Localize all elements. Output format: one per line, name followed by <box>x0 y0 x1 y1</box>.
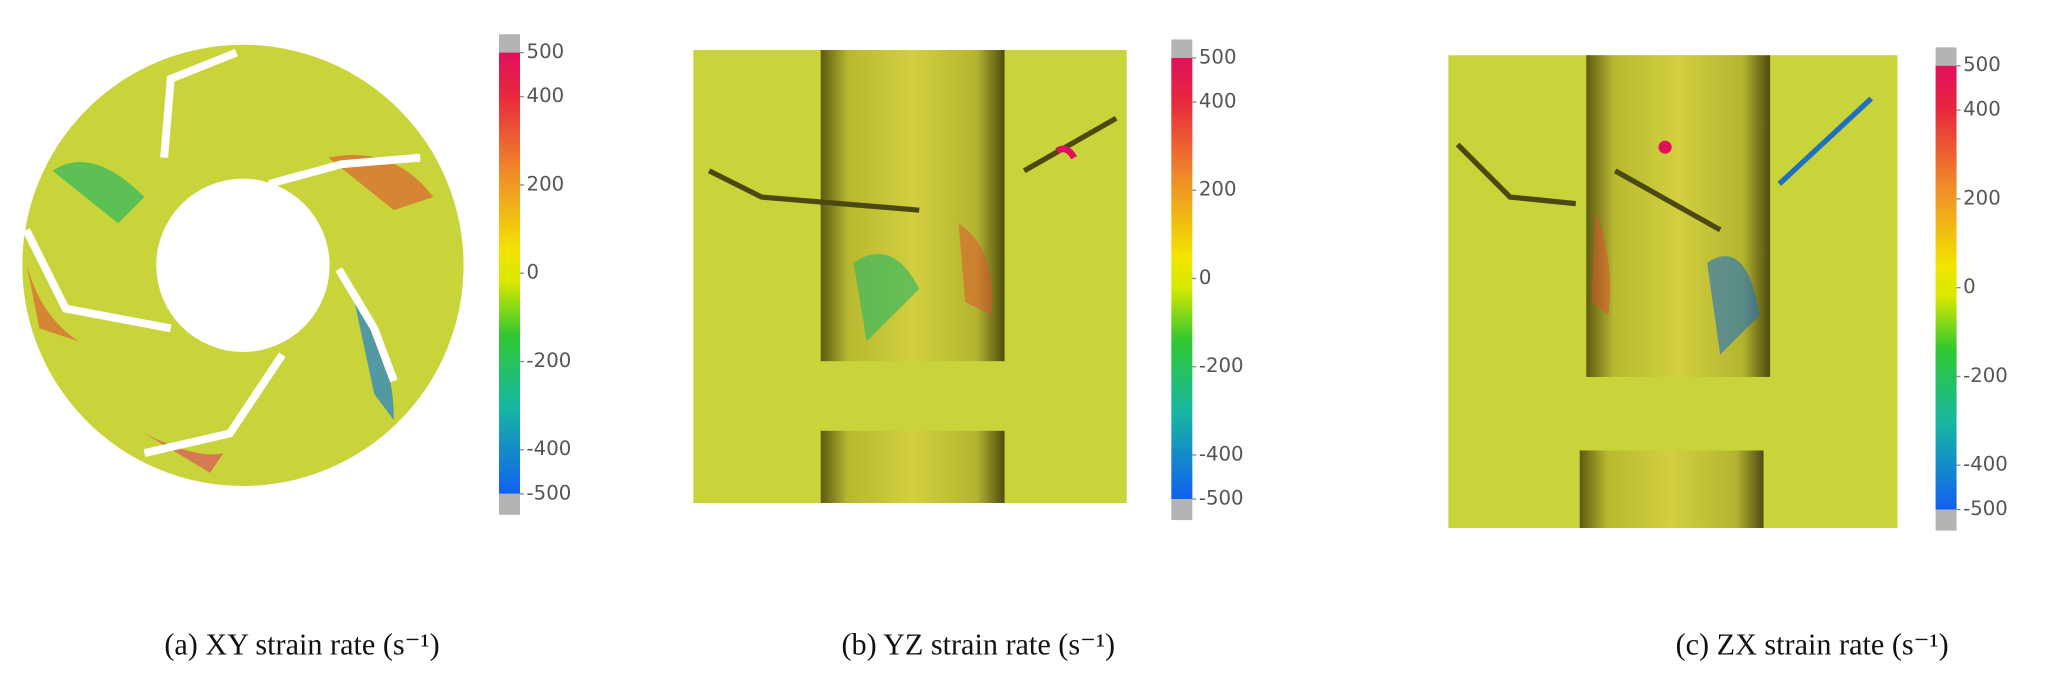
colorbar-tick-label: 0 <box>1963 275 1976 298</box>
colorbar-tick-label: -200 <box>527 349 572 372</box>
colorbar-cap <box>1935 47 1957 66</box>
caption: (c) ZX strain rate (s⁻¹) <box>1676 627 1949 661</box>
caption: (a) XY strain rate (s⁻¹) <box>164 627 439 661</box>
colorbar-tick-label: -500 <box>1199 487 1244 510</box>
colorbar-tick-label: 0 <box>1199 266 1212 289</box>
colorbar-tick-label: 200 <box>527 172 565 195</box>
colorbar <box>1935 65 1957 510</box>
colorbar-cap <box>1935 509 1957 531</box>
colorbar-tick-label: -400 <box>1199 442 1244 465</box>
colorbar-tick-label: 500 <box>527 40 565 63</box>
colorbar-tick-label: 0 <box>527 261 540 284</box>
colorbar <box>1171 57 1193 500</box>
colorbar-tick-label: 200 <box>1963 186 2001 209</box>
colorbar-tick-label: -200 <box>1963 364 2008 387</box>
colorbar-cap <box>1171 499 1193 521</box>
colorbar-cap <box>1171 39 1193 58</box>
colorbar-cap <box>498 493 521 515</box>
section-yz <box>693 49 1127 504</box>
colorbar-tick-label: -500 <box>1963 497 2008 520</box>
colorbar-cap <box>498 34 521 53</box>
colorbar-tick-label: 500 <box>1199 45 1237 68</box>
colorbar-tick-label: 400 <box>527 84 565 107</box>
impeller-xy <box>22 44 464 486</box>
caption: (b) YZ strain rate (s⁻¹) <box>841 627 1115 661</box>
colorbar-tick-label: 200 <box>1199 178 1237 201</box>
colorbar-tick-label: -400 <box>1963 453 2008 476</box>
colorbar-tick-label: -400 <box>527 437 572 460</box>
colorbar-tick-label: 500 <box>1963 53 2001 76</box>
colorbar <box>498 52 521 494</box>
section-zx <box>1448 55 1898 528</box>
colorbar-tick-label: 400 <box>1199 89 1237 112</box>
colorbar-tick-label: 400 <box>1963 98 2001 121</box>
colorbar-tick-label: -500 <box>527 481 572 504</box>
colorbar-tick-label: -200 <box>1199 354 1244 377</box>
